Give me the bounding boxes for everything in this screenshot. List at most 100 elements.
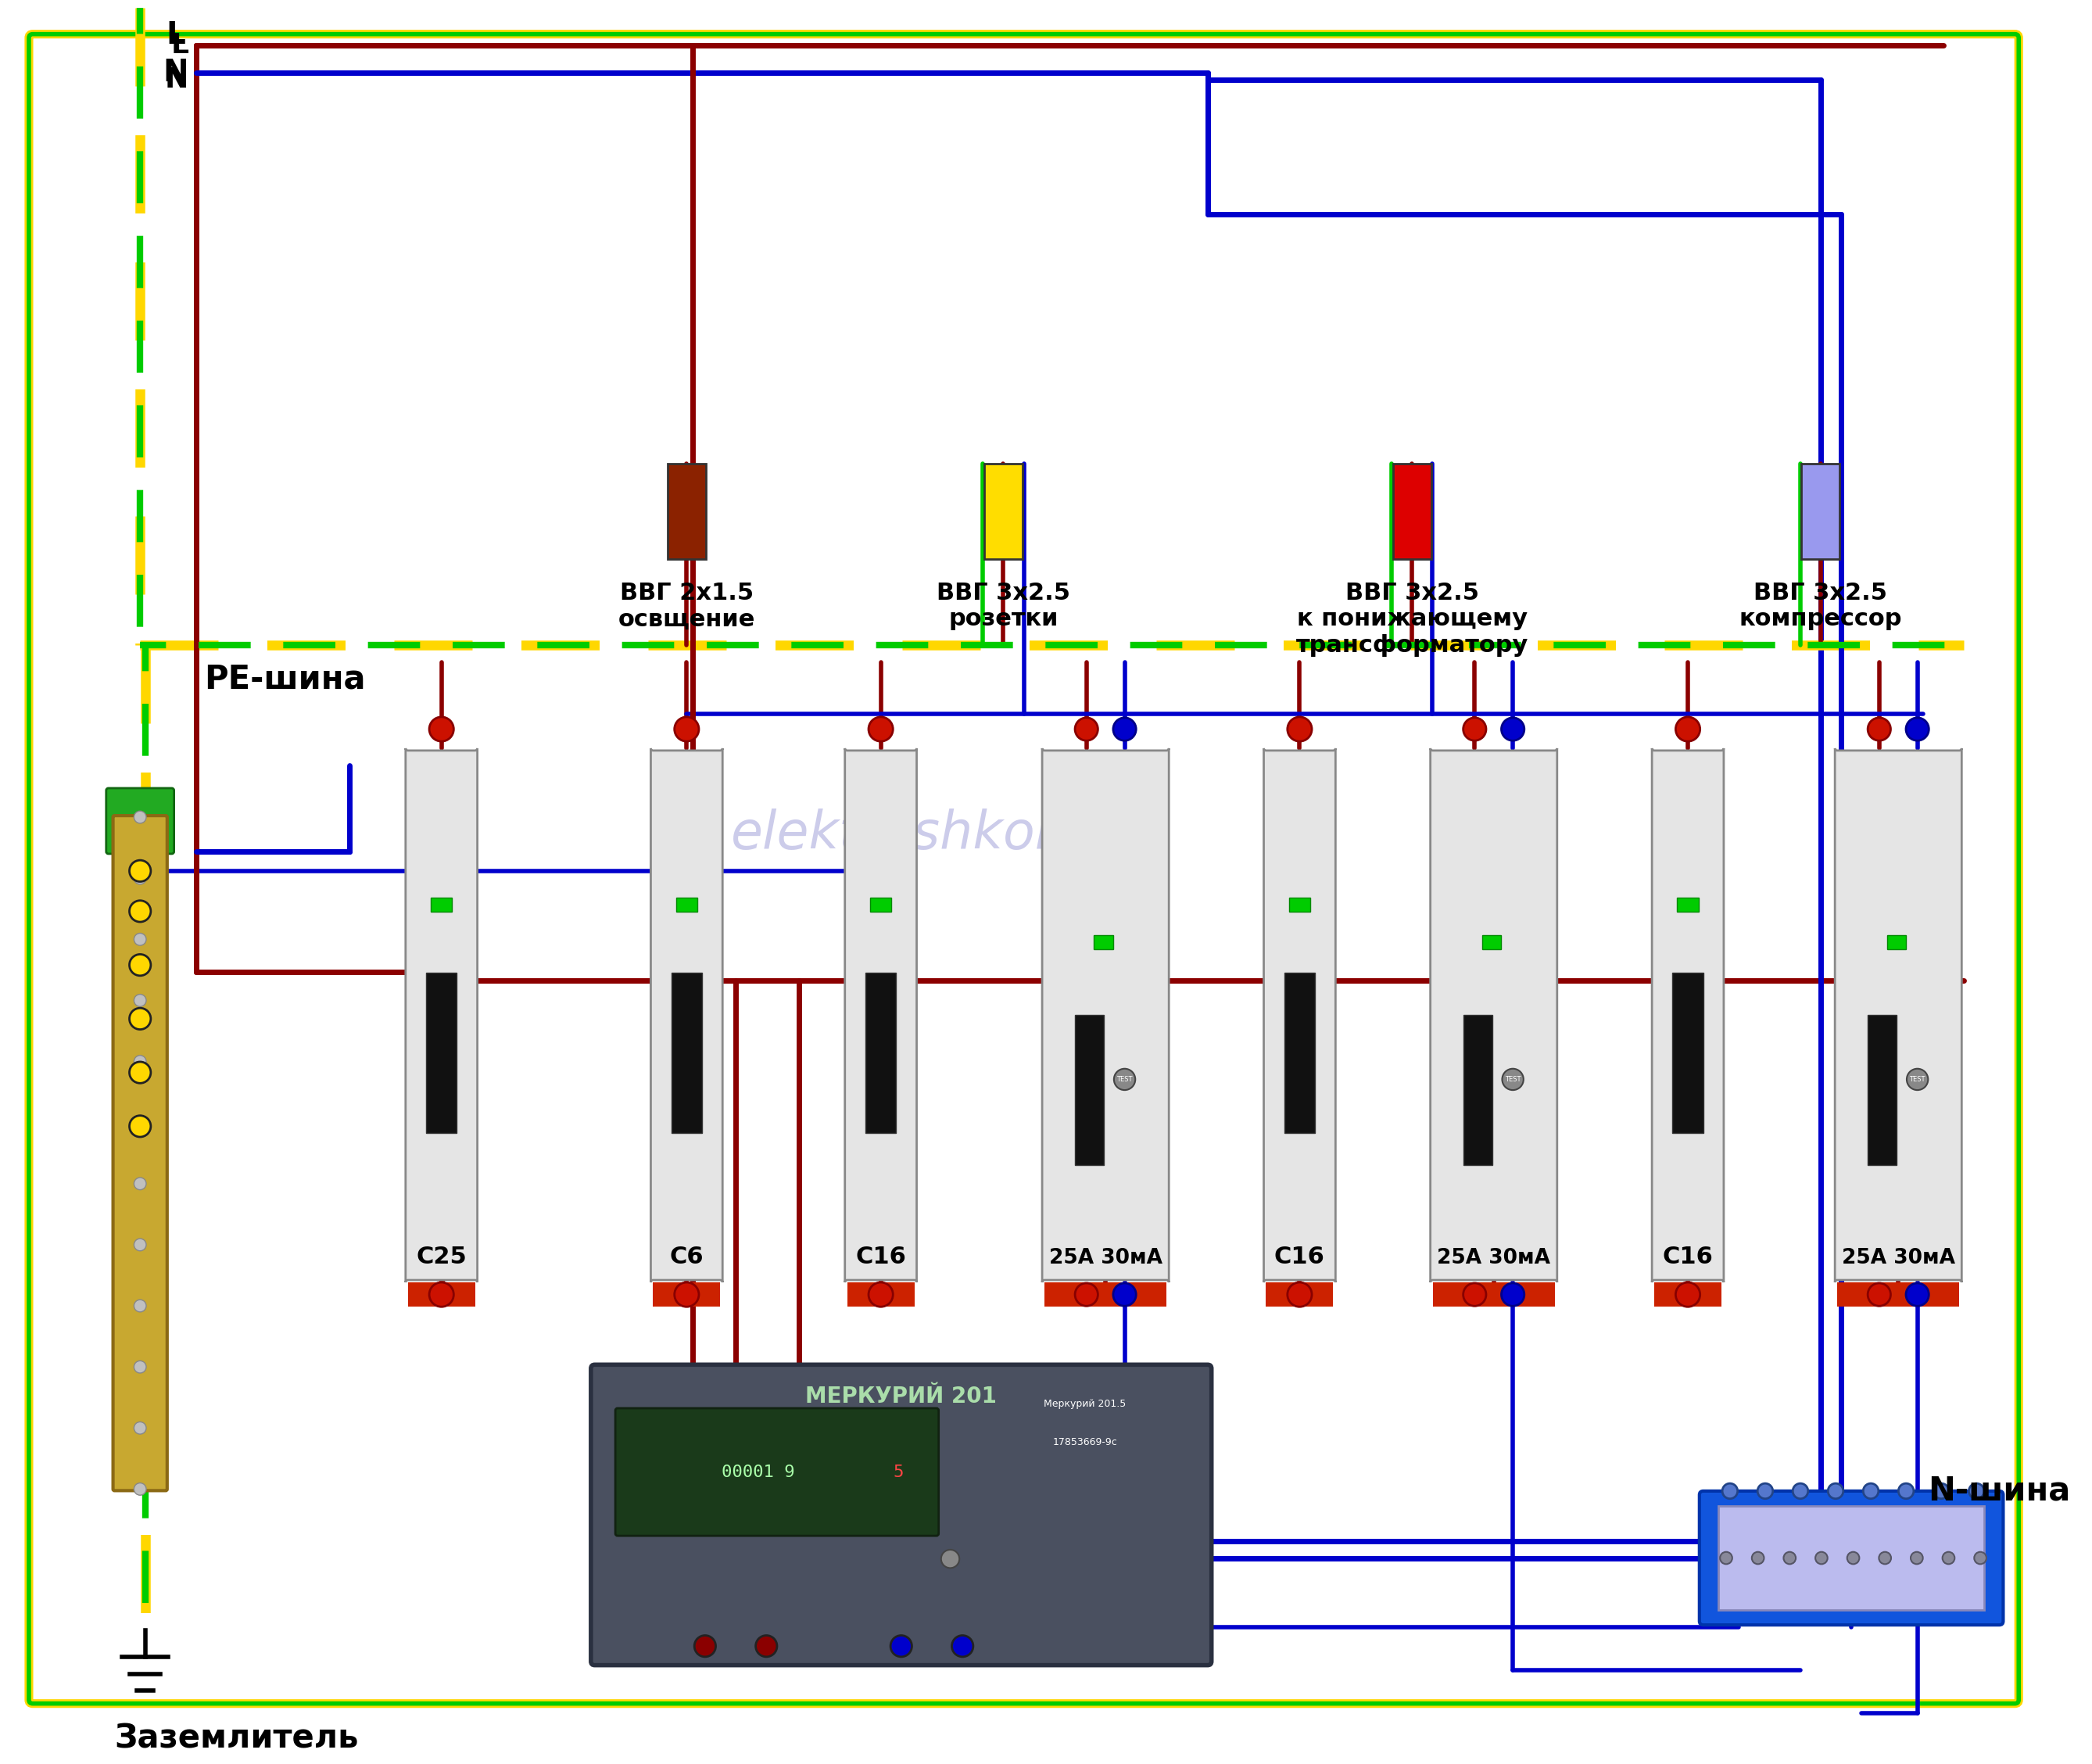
Circle shape bbox=[674, 716, 699, 741]
Text: ВВГ 2х1.5
освщение: ВВГ 2х1.5 освщение bbox=[617, 582, 755, 630]
Circle shape bbox=[1462, 1282, 1485, 1305]
Circle shape bbox=[1720, 1552, 1732, 1565]
Bar bbox=[672, 972, 703, 1132]
Circle shape bbox=[695, 1635, 715, 1656]
FancyBboxPatch shape bbox=[590, 1365, 1211, 1665]
Circle shape bbox=[134, 1484, 146, 1496]
Text: elektroshkola.ru: elektroshkola.ru bbox=[730, 808, 1153, 861]
Circle shape bbox=[130, 861, 151, 882]
Bar bbox=[1718, 1506, 1983, 1611]
Text: TEST: TEST bbox=[1117, 1076, 1132, 1083]
Bar bbox=[676, 898, 697, 912]
Circle shape bbox=[1906, 718, 1929, 741]
Circle shape bbox=[134, 871, 146, 884]
Circle shape bbox=[1793, 1484, 1807, 1499]
Circle shape bbox=[429, 716, 454, 741]
Text: N-шина: N-шина bbox=[1927, 1475, 2071, 1508]
Text: 25А 30мА: 25А 30мА bbox=[1048, 1249, 1163, 1268]
Bar bbox=[1289, 898, 1310, 912]
Circle shape bbox=[674, 1282, 699, 1307]
Bar bbox=[408, 1282, 475, 1307]
FancyBboxPatch shape bbox=[113, 815, 167, 1491]
Circle shape bbox=[1075, 718, 1098, 741]
Bar bbox=[1393, 464, 1431, 559]
Circle shape bbox=[1676, 1282, 1701, 1307]
Text: С6: С6 bbox=[669, 1245, 703, 1268]
Circle shape bbox=[1287, 1282, 1312, 1307]
Bar bbox=[1266, 1282, 1333, 1307]
FancyBboxPatch shape bbox=[845, 748, 916, 1282]
Bar bbox=[1094, 935, 1113, 949]
Circle shape bbox=[134, 1422, 146, 1434]
Circle shape bbox=[1906, 1282, 1929, 1305]
Text: ВВГ 3х2.5
компрессор: ВВГ 3х2.5 компрессор bbox=[1738, 582, 1902, 630]
FancyBboxPatch shape bbox=[1042, 748, 1169, 1282]
Circle shape bbox=[1933, 1484, 1950, 1499]
Text: С25: С25 bbox=[416, 1245, 467, 1268]
Text: Меркурий 201.5: Меркурий 201.5 bbox=[1044, 1399, 1125, 1409]
Circle shape bbox=[1287, 716, 1312, 741]
FancyBboxPatch shape bbox=[1699, 1491, 2004, 1625]
Text: Заземлитель: Заземлитель bbox=[115, 1722, 360, 1755]
Circle shape bbox=[1910, 1552, 1923, 1565]
Circle shape bbox=[1784, 1552, 1795, 1565]
Circle shape bbox=[429, 1282, 454, 1307]
Circle shape bbox=[130, 1007, 151, 1030]
Bar bbox=[1801, 464, 1839, 559]
Circle shape bbox=[868, 1282, 893, 1307]
Circle shape bbox=[941, 1551, 960, 1568]
Circle shape bbox=[1502, 1069, 1523, 1090]
Text: РЕ-шина: РЕ-шина bbox=[203, 663, 366, 695]
Circle shape bbox=[1941, 1552, 1954, 1565]
Bar bbox=[866, 972, 895, 1132]
Bar bbox=[870, 898, 891, 912]
Circle shape bbox=[1969, 1484, 1983, 1499]
Text: 5: 5 bbox=[893, 1464, 904, 1480]
Text: 25А 30мА: 25А 30мА bbox=[1841, 1249, 1956, 1268]
Text: 00001 9: 00001 9 bbox=[722, 1464, 795, 1480]
Bar bbox=[1462, 1016, 1492, 1164]
Text: С16: С16 bbox=[1663, 1245, 1713, 1268]
Text: 17853669-9с: 17853669-9с bbox=[1052, 1438, 1117, 1448]
Text: L: L bbox=[165, 19, 186, 49]
FancyBboxPatch shape bbox=[651, 748, 722, 1282]
Circle shape bbox=[1462, 718, 1485, 741]
Bar bbox=[847, 1282, 914, 1307]
Circle shape bbox=[1113, 718, 1136, 741]
Text: МЕРКУРИЙ 201: МЕРКУРИЙ 201 bbox=[805, 1385, 998, 1408]
Bar bbox=[1075, 1016, 1105, 1164]
Bar bbox=[431, 898, 452, 912]
FancyBboxPatch shape bbox=[1835, 748, 1962, 1282]
Circle shape bbox=[1828, 1484, 1843, 1499]
Bar bbox=[1284, 972, 1316, 1132]
Circle shape bbox=[130, 954, 151, 975]
Bar bbox=[1655, 1282, 1722, 1307]
Text: ВВГ 3х2.5
розетки: ВВГ 3х2.5 розетки bbox=[937, 582, 1071, 630]
Circle shape bbox=[134, 1360, 146, 1372]
Circle shape bbox=[1868, 1282, 1891, 1305]
Circle shape bbox=[134, 1055, 146, 1067]
Circle shape bbox=[1975, 1552, 1987, 1565]
Circle shape bbox=[1113, 1282, 1136, 1305]
Bar bbox=[427, 972, 456, 1132]
Bar bbox=[1887, 935, 1906, 949]
Text: 25А 30мА: 25А 30мА bbox=[1437, 1249, 1550, 1268]
FancyBboxPatch shape bbox=[1653, 748, 1724, 1282]
FancyBboxPatch shape bbox=[1264, 748, 1335, 1282]
Circle shape bbox=[1075, 1282, 1098, 1305]
Circle shape bbox=[1906, 1069, 1929, 1090]
Circle shape bbox=[134, 1117, 146, 1129]
FancyBboxPatch shape bbox=[1431, 748, 1556, 1282]
Bar bbox=[1678, 898, 1699, 912]
Circle shape bbox=[1879, 1552, 1891, 1565]
Bar bbox=[667, 464, 705, 559]
Circle shape bbox=[130, 1115, 151, 1138]
Circle shape bbox=[891, 1635, 912, 1656]
Text: С16: С16 bbox=[1274, 1245, 1324, 1268]
Text: С16: С16 bbox=[856, 1245, 906, 1268]
Circle shape bbox=[1847, 1552, 1860, 1565]
Circle shape bbox=[1502, 1282, 1525, 1305]
Circle shape bbox=[1676, 716, 1701, 741]
FancyBboxPatch shape bbox=[107, 789, 174, 854]
Bar bbox=[1483, 935, 1502, 949]
